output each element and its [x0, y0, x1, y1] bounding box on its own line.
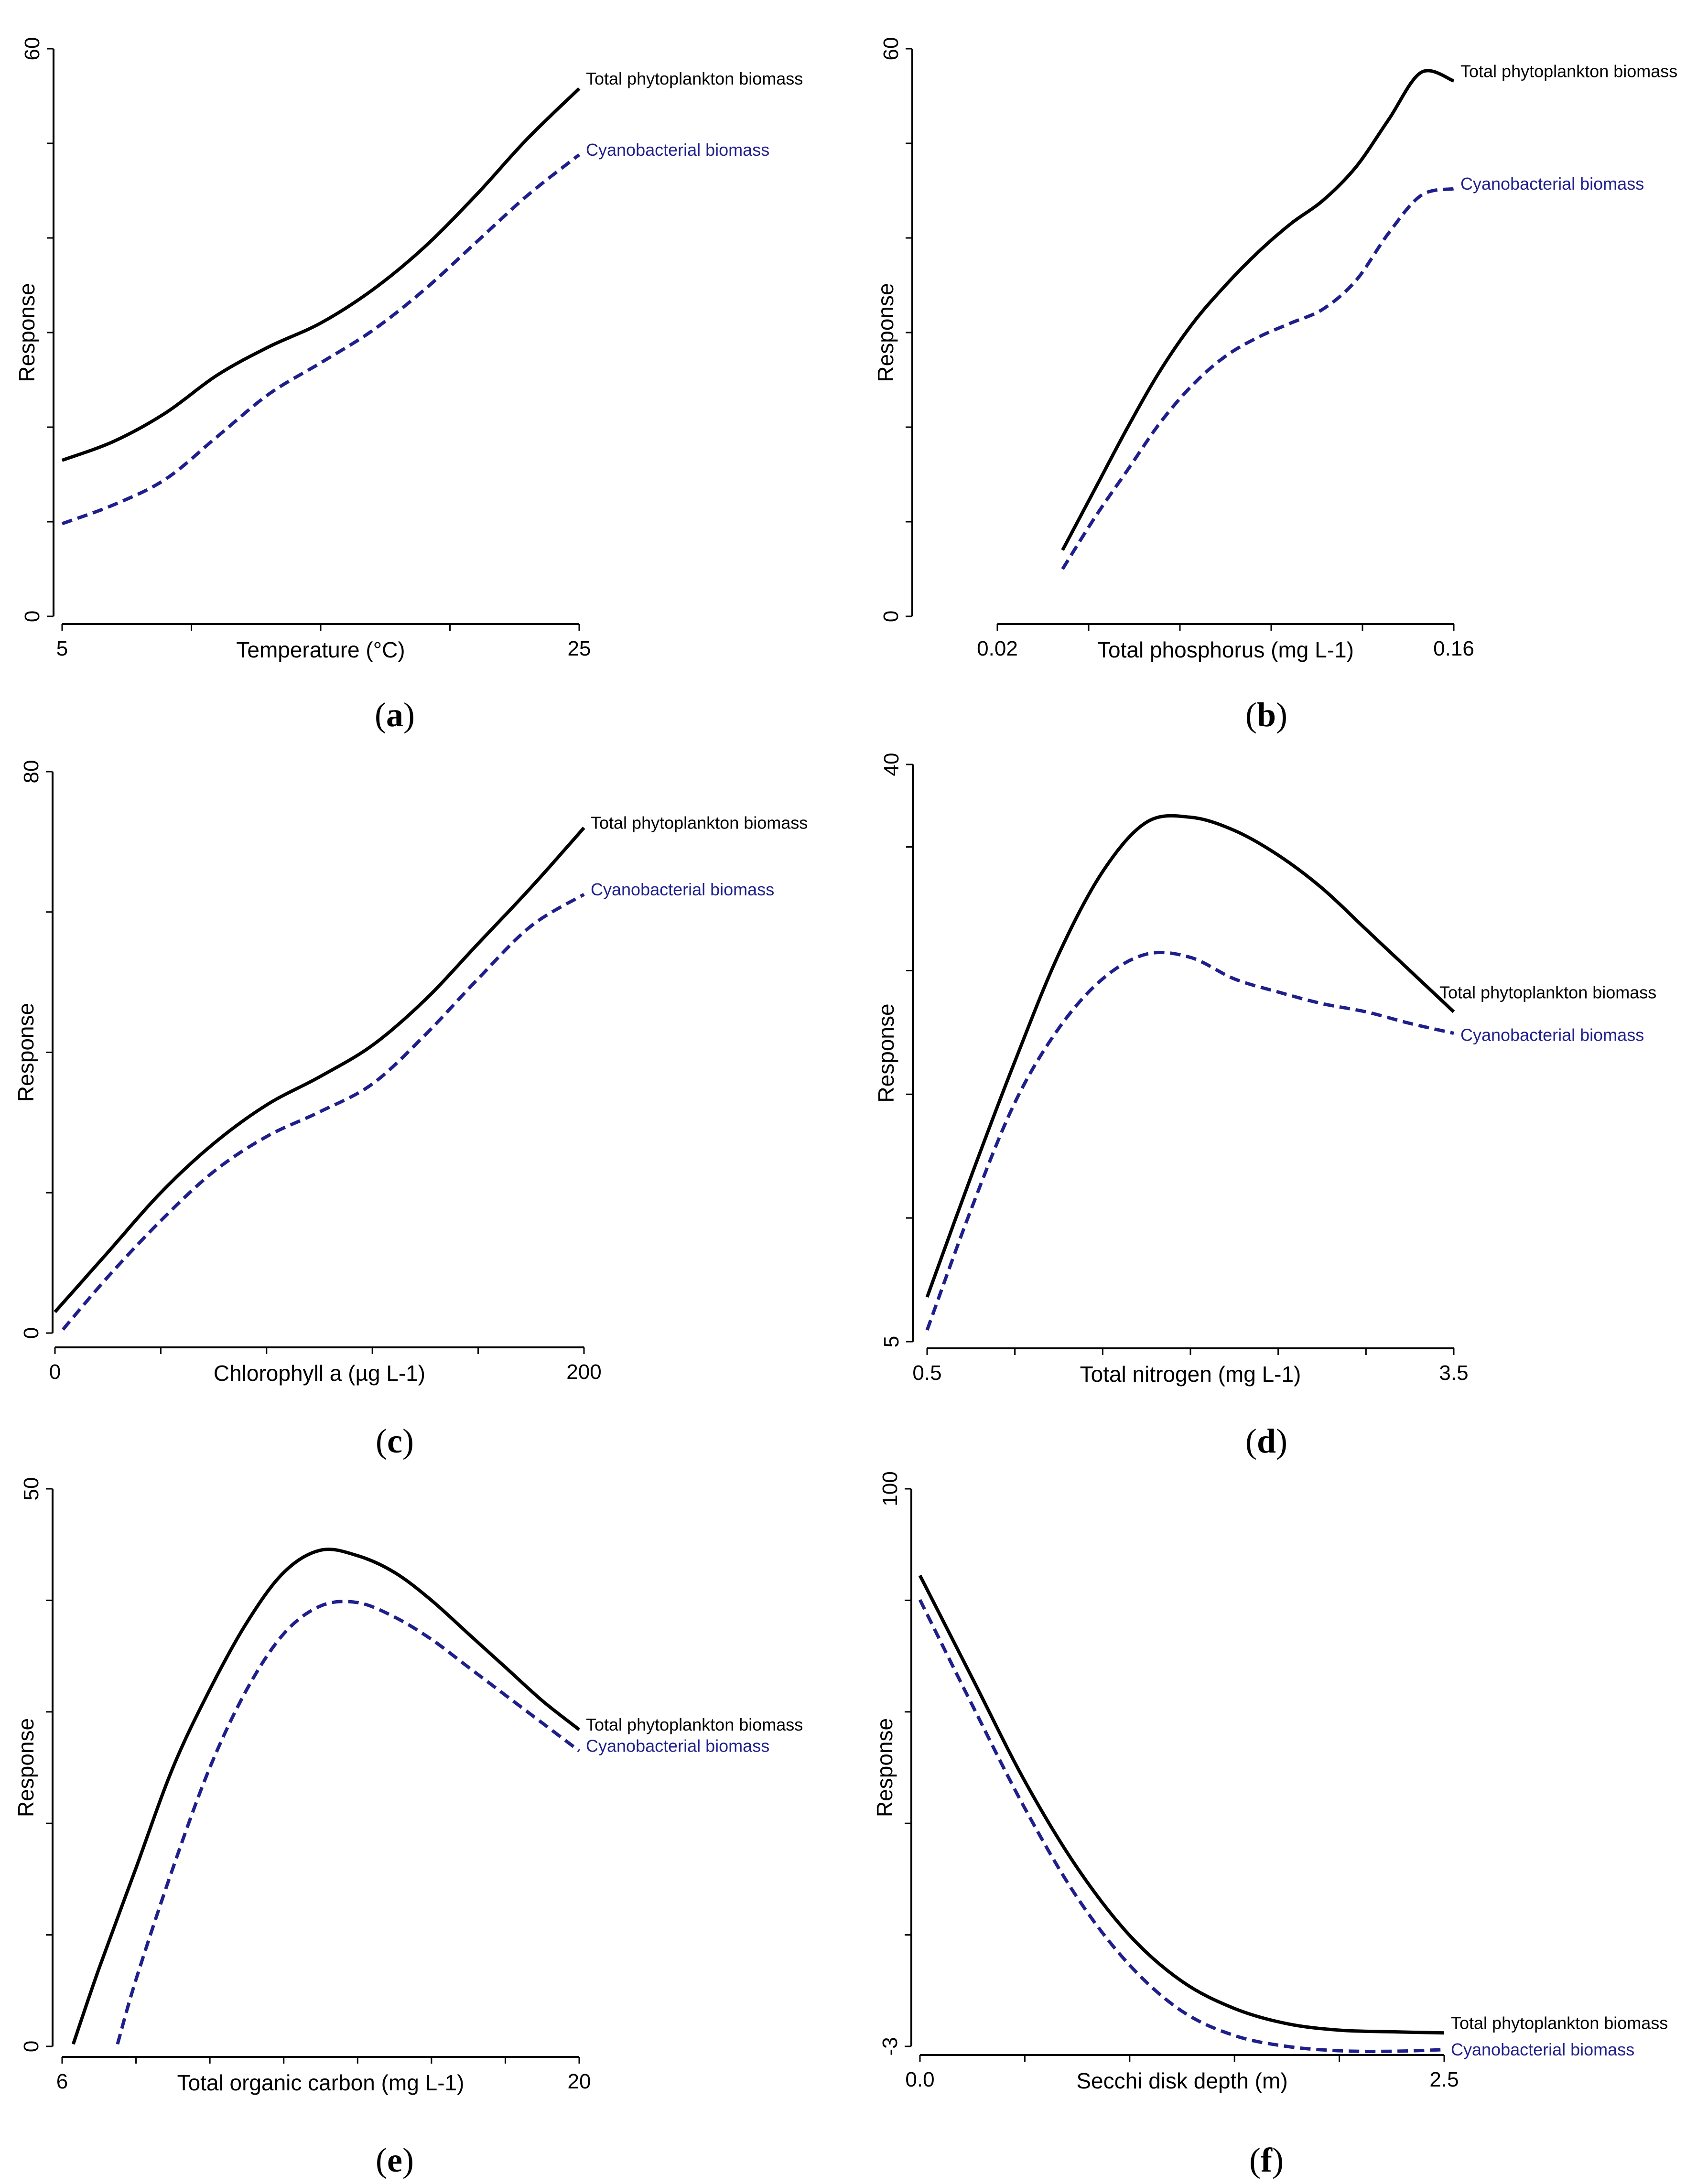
total-biomass-line	[1061, 69, 1455, 551]
cyanobacterial-line	[1061, 187, 1454, 570]
cyanobacterial-line	[61, 153, 581, 526]
total-biomass-label: Total phytoplankton biomass	[586, 1715, 803, 1734]
x-tick-label: 200	[566, 1360, 601, 1384]
panel-caption: (e)	[376, 2141, 414, 2179]
cyanobacterial-label: Cyanobacterial biomass	[586, 140, 769, 160]
total-biomass-line	[918, 1574, 1445, 2035]
y-tick-label: 0	[20, 1327, 43, 1339]
total-biomass-label: Total phytoplankton biomass	[1439, 983, 1656, 1002]
total-biomass-line	[61, 87, 581, 462]
x-tick-label: 0.5	[912, 1361, 941, 1385]
y-axis-title: Response	[13, 1718, 38, 1817]
x-tick-label: 0.02	[977, 637, 1018, 660]
cyanobacterial-line	[116, 1600, 581, 2045]
panel-caption: (d)	[1245, 1422, 1287, 1460]
x-tick-label: 25	[568, 637, 591, 660]
x-tick-label: 3.5	[1439, 1361, 1468, 1385]
y-tick-label: -3	[878, 2037, 902, 2055]
x-axis-title: Secchi disk depth (m)	[1076, 2068, 1287, 2093]
total-biomass-line	[925, 814, 1455, 1298]
x-tick-label: 20	[568, 2070, 591, 2093]
cyanobacterial-label: Cyanobacterial biomass	[591, 880, 774, 899]
panel-d: 0.5 3.5 5 40 Total nitrogen (mg L-1) Response…	[874, 753, 1656, 1460]
x-tick-label: 0	[49, 1360, 61, 1384]
x-tick-label: 6	[56, 2070, 68, 2093]
y-axis-title: Response	[872, 1718, 897, 1817]
panel-caption: (f)	[1249, 2141, 1284, 2179]
panel-e: 6 20 0 50 Total organic carbon (mg L-1) Respo…	[13, 1477, 803, 2179]
y-tick-label: 0	[21, 611, 44, 622]
panel-caption: (b)	[1245, 696, 1287, 734]
panel-a: 5 25 0 60 Temperature (°C) Response Total phyt…	[14, 37, 803, 734]
cyanobacterial-line	[925, 950, 1454, 1331]
x-axis-title: Total phosphorus (mg L-1)	[1097, 637, 1354, 662]
cyanobacterial-label: Cyanobacterial biomass	[1460, 174, 1644, 194]
total-biomass-label: Total phytoplankton biomass	[1451, 2013, 1668, 2033]
x-tick-label: 5	[56, 637, 68, 660]
y-tick-label: 0	[20, 2041, 43, 2052]
x-tick-label: 2.5	[1429, 2068, 1459, 2091]
cyanobacterial-label: Cyanobacterial biomass	[1460, 1025, 1644, 1045]
y-axis-title: Response	[874, 1003, 898, 1102]
panel-caption: (a)	[375, 696, 415, 734]
x-axis-title: Total nitrogen (mg L-1)	[1080, 1362, 1301, 1387]
y-tick-label: 5	[880, 1336, 903, 1347]
y-axis-title: Response	[14, 283, 39, 382]
panel-f: 0.0 2.5 -3 100 Secchi disk depth (m) Response…	[872, 1471, 1668, 2179]
total-biomass-label: Total phytoplankton biomass	[1460, 61, 1677, 81]
cyanobacterial-label: Cyanobacterial biomass	[1451, 2040, 1634, 2059]
y-axis-title: Response	[873, 283, 898, 382]
panel-c: 0 200 0 80 Chlorophyll a (µg L-1) Response Tot…	[13, 760, 808, 1460]
y-tick-label: 0	[879, 611, 903, 622]
y-tick-label: 60	[21, 37, 44, 61]
y-tick-label: 100	[878, 1471, 902, 1506]
total-biomass-label: Total phytoplankton biomass	[586, 69, 803, 88]
x-tick-label: 0.16	[1433, 637, 1474, 660]
y-tick-label: 60	[879, 37, 903, 61]
x-axis-title: Temperature (°C)	[236, 637, 405, 662]
x-axis-title: Chlorophyll a (µg L-1)	[214, 1361, 425, 1386]
total-biomass-line	[71, 1548, 581, 2045]
y-axis-title: Response	[13, 1003, 38, 1102]
x-tick-label: 0.0	[905, 2068, 934, 2091]
panel-caption: (c)	[376, 1422, 414, 1460]
total-biomass-line	[54, 827, 585, 1313]
y-tick-label: 80	[20, 760, 43, 784]
panel-b: 0.02 0.16 0 60 Total phosphorus (mg L-1) Resp…	[873, 37, 1677, 734]
y-tick-label: 40	[880, 753, 903, 776]
cyanobacterial-label: Cyanobacterial biomass	[586, 1736, 769, 1755]
cyanobacterial-line	[918, 1599, 1445, 2053]
x-axis-title: Total organic carbon (mg L-1)	[177, 2070, 465, 2095]
y-tick-label: 50	[20, 1477, 43, 1501]
cyanobacterial-line	[61, 893, 585, 1331]
total-biomass-label: Total phytoplankton biomass	[591, 813, 808, 833]
